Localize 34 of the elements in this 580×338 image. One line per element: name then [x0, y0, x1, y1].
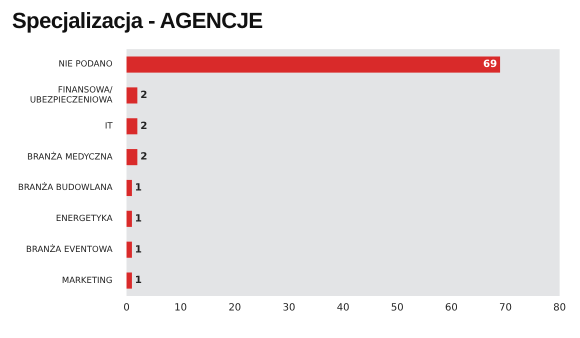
x-tick-label: 70 — [499, 302, 512, 314]
y-tick-label: FINANSOWA/UBEZPIECZENIOWA — [30, 85, 113, 106]
data-label: 2 — [140, 90, 148, 101]
data-label: 1 — [134, 182, 142, 194]
data-label: 2 — [140, 120, 148, 132]
x-tick-label: 50 — [390, 302, 404, 314]
x-tick-label: 40 — [336, 302, 350, 314]
y-tick-label: MARKETING — [62, 276, 113, 286]
y-tick-label: BRANŻA EVENTOWA — [26, 244, 113, 255]
x-tick-label: 0 — [123, 302, 130, 314]
bar — [126, 56, 500, 73]
bar — [126, 118, 138, 134]
x-tick-label: 10 — [174, 302, 188, 314]
x-tick-label: 30 — [282, 302, 296, 314]
y-tick-label: BRANŻA BUDOWLANA — [18, 182, 113, 194]
bar — [126, 272, 132, 289]
y-tick-label: IT — [104, 121, 114, 132]
y-tick-label: NIE PODANO — [58, 60, 113, 70]
data-label: 1 — [134, 213, 142, 224]
bar — [126, 87, 138, 104]
x-tick-label: 60 — [444, 302, 458, 314]
bar — [126, 149, 138, 166]
y-tick-label: BRANŻA MEDYCZNA — [27, 151, 113, 162]
data-label: 2 — [140, 152, 148, 163]
data-label: 1 — [134, 244, 142, 256]
bar — [126, 180, 132, 196]
x-tick-label: 20 — [228, 302, 242, 314]
chart-title: Specjalizacja - AGENCJE — [12, 8, 264, 34]
bar — [126, 210, 132, 227]
y-tick-label: ENERGETYKA — [56, 214, 113, 224]
data-label: 69 — [483, 59, 498, 70]
x-tick-label: 80 — [553, 302, 566, 314]
data-label: 1 — [134, 275, 142, 286]
bar — [126, 242, 132, 258]
